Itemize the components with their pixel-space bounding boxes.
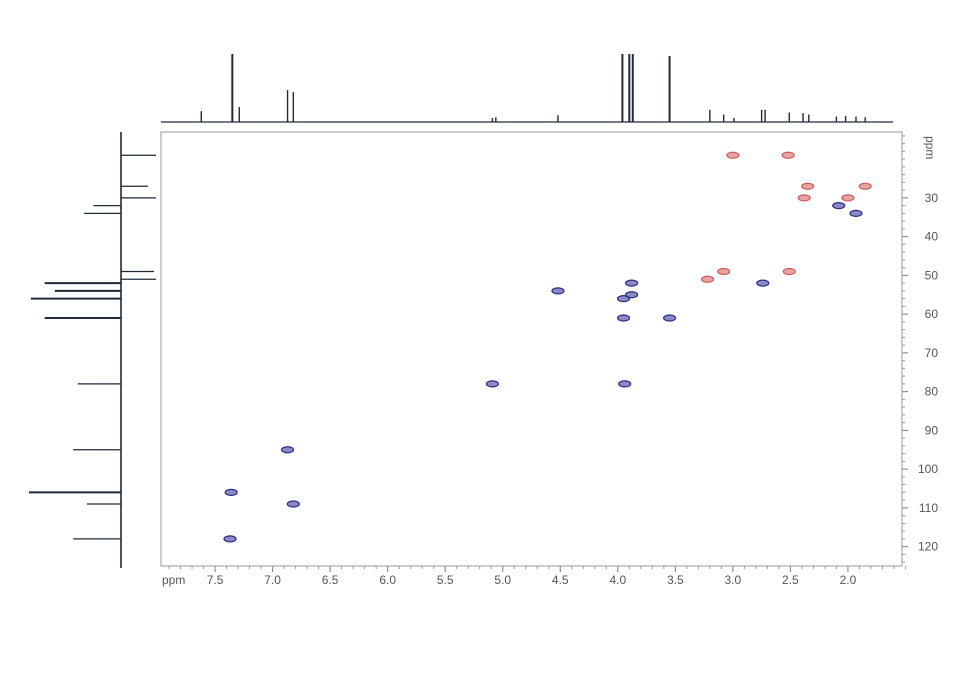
x-axis-label: ppm bbox=[162, 573, 185, 587]
y-tick-label-7: 100 bbox=[918, 462, 938, 476]
cross-peak-1-4 bbox=[797, 194, 811, 202]
cross-peak-1-6 bbox=[717, 267, 731, 276]
y-axis: 30 40 50 60 70 80 90 100 110 120 bbox=[902, 135, 939, 563]
cross-peak-0-9 bbox=[625, 279, 639, 287]
cross-peak-1-1 bbox=[781, 151, 795, 159]
cross-peak-0-14 bbox=[849, 209, 863, 217]
cross-peak-1-8 bbox=[700, 275, 715, 283]
cross-peaks bbox=[223, 151, 872, 543]
x-tick-label-10: 2.5 bbox=[782, 573, 799, 587]
y-tick-label-2: 50 bbox=[925, 268, 939, 282]
y-tick-label-0: 30 bbox=[925, 191, 939, 205]
cross-peak-0-3 bbox=[286, 500, 300, 508]
cross-peak-0-2 bbox=[280, 446, 295, 454]
cross-peak-1-2 bbox=[801, 182, 815, 190]
x-tick-label-11: 2.0 bbox=[840, 573, 857, 587]
cross-peak-0-1 bbox=[223, 535, 237, 543]
top-1d-spectrum bbox=[161, 54, 893, 123]
cross-peak-0-7 bbox=[616, 295, 631, 303]
cross-peak-0-5 bbox=[551, 287, 565, 295]
y-tick-label-3: 60 bbox=[925, 307, 939, 321]
cross-peak-1-5 bbox=[841, 194, 855, 202]
x-tick-label-2: 6.5 bbox=[322, 573, 339, 587]
cross-peak-1-3 bbox=[858, 182, 872, 190]
x-tick-label-3: 6.0 bbox=[379, 573, 396, 587]
y-tick-label-5: 80 bbox=[925, 385, 939, 399]
cross-peak-0-11 bbox=[662, 314, 677, 322]
x-tick-label-9: 3.0 bbox=[725, 573, 742, 587]
cross-peak-0-10 bbox=[625, 291, 639, 299]
x-tick-label-4: 5.5 bbox=[437, 573, 454, 587]
x-axis: 7.5 7.0 6.5 6.0 5.5 5.0 4.5 4.0 3.5 3.0 2.5 2.0 bbox=[168, 566, 906, 587]
cross-peak-1-7 bbox=[782, 267, 796, 276]
x-tick-label-7: 4.0 bbox=[609, 573, 626, 587]
cross-peak-0-0 bbox=[224, 488, 238, 496]
x-tick-label-0: 7.5 bbox=[207, 573, 224, 587]
cross-peak-0-6 bbox=[618, 380, 632, 388]
y-tick-label-9: 120 bbox=[918, 540, 938, 554]
plot-area-frame bbox=[160, 131, 903, 567]
x-tick-label-5: 5.0 bbox=[494, 573, 511, 587]
y-tick-label-8: 110 bbox=[919, 501, 938, 515]
cross-peak-1-0 bbox=[726, 151, 740, 159]
cross-peak-0-13 bbox=[832, 202, 846, 210]
x-tick-label-1: 7.0 bbox=[264, 573, 281, 587]
y-tick-label-4: 70 bbox=[925, 346, 939, 360]
y-axis-label: ppm bbox=[923, 136, 937, 159]
cross-peak-0-4 bbox=[485, 380, 499, 388]
cross-peak-0-8 bbox=[616, 314, 631, 322]
x-tick-label-8: 3.5 bbox=[667, 573, 684, 587]
y-tick-label-6: 90 bbox=[925, 423, 939, 437]
y-tick-label-1: 40 bbox=[925, 230, 939, 244]
left-1d-spectrum bbox=[29, 132, 156, 568]
x-tick-label-6: 4.5 bbox=[552, 573, 569, 587]
cross-peak-0-12 bbox=[756, 279, 770, 287]
